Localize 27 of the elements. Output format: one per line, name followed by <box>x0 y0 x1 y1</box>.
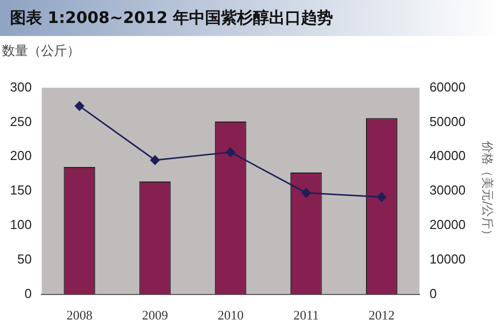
x-tick-label: 2011 <box>293 308 319 323</box>
y2-tick-label: 0 <box>429 286 437 301</box>
y2-tick-label: 50000 <box>429 114 466 129</box>
chart-title: 图表 1:2008~2012 年中国紫杉醇出口趋势 <box>10 8 334 29</box>
y2-tick-label: 10000 <box>429 252 466 267</box>
y-tick-label: 250 <box>10 114 32 129</box>
y2-tick-label: 40000 <box>429 148 466 164</box>
x-tick-label: 2010 <box>218 308 244 323</box>
y-tick-label: 0 <box>24 286 32 301</box>
y-tick-label: 50 <box>17 252 32 267</box>
point <box>226 147 236 157</box>
point <box>301 188 311 198</box>
y-tick-label: 200 <box>10 148 32 164</box>
y2-axis-title: 价格（美元/公斤） <box>480 140 495 242</box>
point <box>150 155 160 165</box>
y-tick-label: 300 <box>10 79 32 94</box>
y-tick-label: 100 <box>10 217 32 232</box>
y-axis-title: 数量（公斤） <box>2 43 80 60</box>
point <box>74 101 84 111</box>
y-tick-label: 150 <box>10 182 32 198</box>
y2-tick-label: 60000 <box>429 79 466 94</box>
y2-tick-label: 20000 <box>429 217 466 232</box>
x-tick-label: 2009 <box>142 308 168 323</box>
y2-tick-label: 30000 <box>429 182 466 198</box>
x-tick-label: 2008 <box>66 308 92 323</box>
x-tick-label: 2012 <box>368 308 395 323</box>
point <box>376 192 386 202</box>
